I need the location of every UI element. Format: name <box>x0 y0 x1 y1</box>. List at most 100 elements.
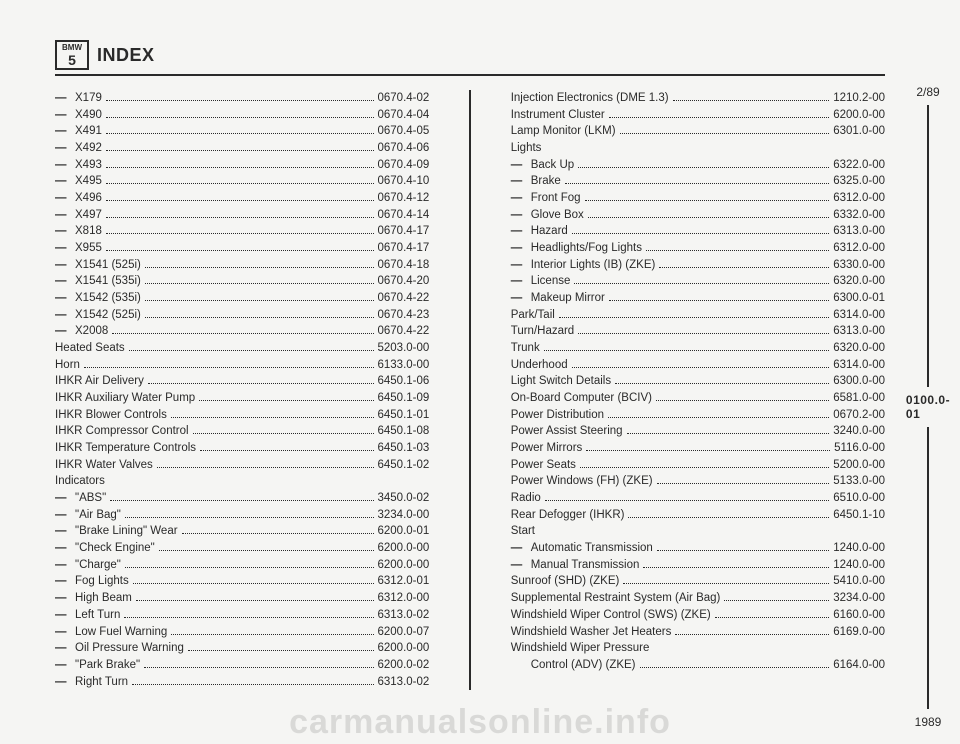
row-label: Light Switch Details <box>511 373 611 390</box>
row-value: 6169.0-00 <box>833 624 885 641</box>
row-value: 0670.4-18 <box>378 257 430 274</box>
row-value: 6312.0-01 <box>378 573 430 590</box>
row-label: Automatic Transmission <box>531 540 653 557</box>
index-row: —"Brake Lining" Wear6200.0-01 <box>55 523 429 540</box>
index-row: Start <box>511 523 885 540</box>
dash-icon: — <box>55 273 75 290</box>
row-value: 6312.0-00 <box>378 590 430 607</box>
leader-dots <box>615 383 829 384</box>
row-value: 0670.4-17 <box>378 223 430 240</box>
index-row: —X1541 (525i)0670.4-18 <box>55 257 429 274</box>
leader-dots <box>106 183 374 184</box>
dash-icon: — <box>55 607 75 624</box>
row-label: Power Assist Steering <box>511 423 623 440</box>
leader-dots <box>724 600 829 601</box>
index-row: Underhood6314.0-00 <box>511 357 885 374</box>
leader-dots <box>646 250 829 251</box>
dash-icon: — <box>511 257 531 274</box>
leader-dots <box>585 200 830 201</box>
row-label: Windshield Washer Jet Heaters <box>511 624 672 641</box>
dash-icon: — <box>511 540 531 557</box>
row-label: Underhood <box>511 357 568 374</box>
dash-icon: — <box>55 674 75 691</box>
leader-dots <box>106 200 374 201</box>
index-row: Power Distribution0670.2-00 <box>511 407 885 424</box>
index-row: IHKR Air Delivery6450.1-06 <box>55 373 429 390</box>
index-row: —Oil Pressure Warning6200.0-00 <box>55 640 429 657</box>
row-label: Hazard <box>531 223 568 240</box>
leader-dots <box>106 100 374 101</box>
leader-dots <box>608 417 829 418</box>
row-value: 6313.0-02 <box>378 674 430 691</box>
index-page: BMW 5 INDEX —X1790670.4-02—X4900670.4-04… <box>55 40 885 690</box>
row-value: 5203.0-00 <box>378 340 430 357</box>
row-value: 0670.4-06 <box>378 140 430 157</box>
index-row: Turn/Hazard6313.0-00 <box>511 323 885 340</box>
columns: —X1790670.4-02—X4900670.4-04—X4910670.4-… <box>55 90 885 690</box>
leader-dots <box>640 667 830 668</box>
row-label: "Check Engine" <box>75 540 155 557</box>
row-value: 1210.2-00 <box>833 90 885 107</box>
leader-dots <box>715 617 829 618</box>
leader-dots <box>145 300 374 301</box>
row-label: Front Fog <box>531 190 581 207</box>
index-row: IHKR Compressor Control6450.1-08 <box>55 423 429 440</box>
dash-icon: — <box>55 557 75 574</box>
leader-dots <box>188 650 374 651</box>
row-label: Horn <box>55 357 80 374</box>
index-row: —Hazard6313.0-00 <box>511 223 885 240</box>
row-value: 0670.4-10 <box>378 173 430 190</box>
row-label: "Brake Lining" Wear <box>75 523 178 540</box>
row-label: Back Up <box>531 157 574 174</box>
row-value: 5133.0-00 <box>833 473 885 490</box>
index-row: —Automatic Transmission 1240.0-00 <box>511 540 885 557</box>
row-value: 6200.0-00 <box>378 557 430 574</box>
row-label: License <box>531 273 571 290</box>
leader-dots <box>106 150 374 151</box>
row-label: X1541 (535i) <box>75 273 141 290</box>
dash-icon: — <box>55 657 75 674</box>
row-label: Interior Lights (IB) (ZKE) <box>531 257 656 274</box>
row-value: 6322.0-00 <box>833 157 885 174</box>
dash-icon: — <box>55 157 75 174</box>
index-row: Power Assist Steering3240.0-00 <box>511 423 885 440</box>
index-row: —X4910670.4-05 <box>55 123 429 140</box>
leader-dots <box>673 100 830 101</box>
dash-icon: — <box>511 290 531 307</box>
dash-icon: — <box>55 290 75 307</box>
dash-icon: — <box>55 90 75 107</box>
leader-dots <box>620 133 830 134</box>
dash-icon: — <box>55 624 75 641</box>
row-label: Heated Seats <box>55 340 125 357</box>
row-value: 0670.4-02 <box>378 90 430 107</box>
index-row: —X1541 (535i)0670.4-20 <box>55 273 429 290</box>
index-row: —X9550670.4-17 <box>55 240 429 257</box>
row-value: 5200.0-00 <box>833 457 885 474</box>
row-label: Lights <box>511 140 542 157</box>
row-label: IHKR Compressor Control <box>55 423 189 440</box>
row-value: 6320.0-00 <box>833 273 885 290</box>
row-value: 6200.0-00 <box>378 540 430 557</box>
column-divider <box>469 90 470 690</box>
dash-icon: — <box>55 523 75 540</box>
row-value: 1240.0-00 <box>833 540 885 557</box>
dash-icon: — <box>55 240 75 257</box>
row-label: X497 <box>75 207 102 224</box>
dash-icon: — <box>55 173 75 190</box>
row-value: 6330.0-00 <box>833 257 885 274</box>
index-row: —"Charge"6200.0-00 <box>55 557 429 574</box>
row-label: X1542 (535i) <box>75 290 141 307</box>
row-value: 6200.0-00 <box>378 640 430 657</box>
row-label: Power Windows (FH) (ZKE) <box>511 473 653 490</box>
index-row: —Front Fog6312.0-00 <box>511 190 885 207</box>
row-value: 6450.1-09 <box>378 390 430 407</box>
dash-icon: — <box>55 490 75 507</box>
index-row: —X4920670.4-06 <box>55 140 429 157</box>
row-label: Lamp Monitor (LKM) <box>511 123 616 140</box>
leader-dots <box>586 450 830 451</box>
leader-dots <box>124 617 373 618</box>
row-label: Glove Box <box>531 207 584 224</box>
dash-icon: — <box>511 207 531 224</box>
row-label: X492 <box>75 140 102 157</box>
leader-dots <box>106 233 374 234</box>
